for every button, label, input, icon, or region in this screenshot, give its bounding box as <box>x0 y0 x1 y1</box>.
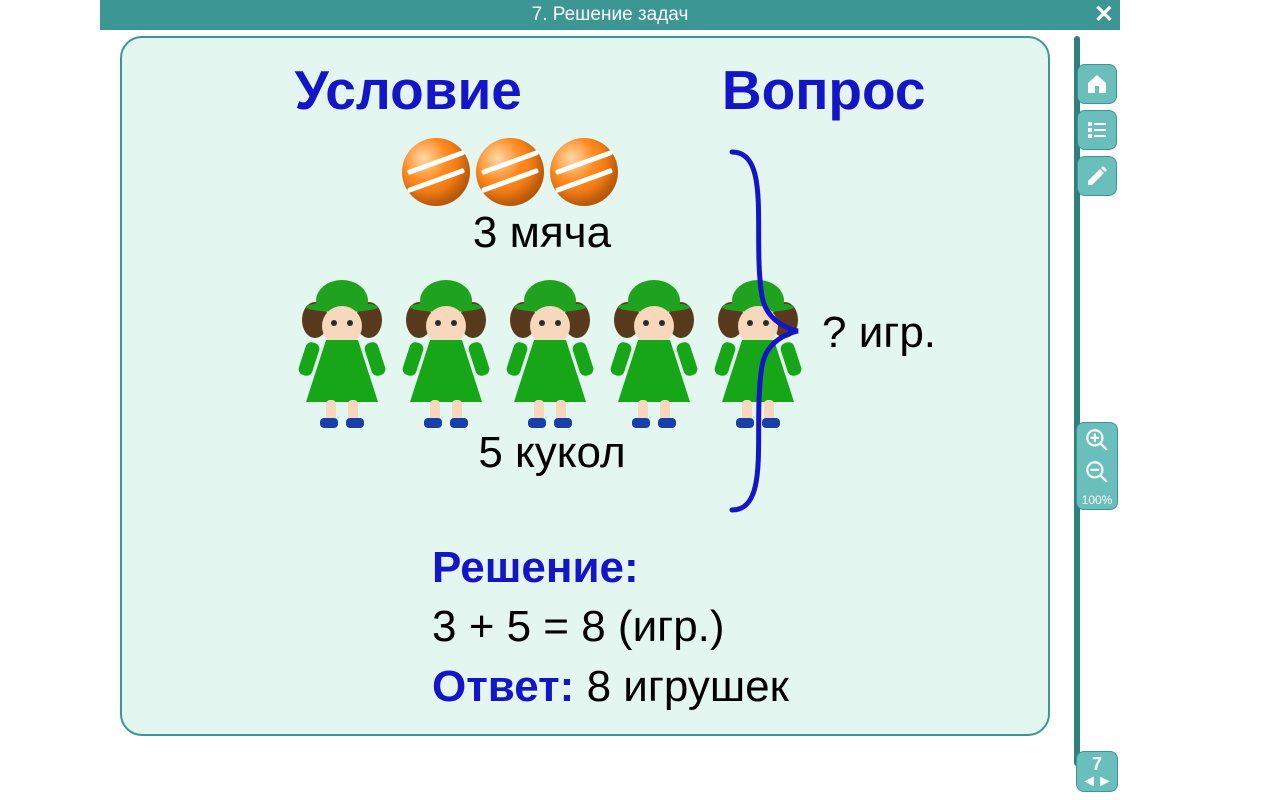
title-bar: 7. Решение задач ✕ <box>100 0 1120 30</box>
answer-label: Ответ: <box>432 662 574 711</box>
heading-question: Вопрос <box>722 58 926 122</box>
zoom-in-button[interactable] <box>1084 427 1110 459</box>
question-text: ? игр. <box>822 308 936 358</box>
doll-icon <box>292 276 392 426</box>
zoom-controls: 100% <box>1076 422 1118 510</box>
answer-value: 8 игрушек <box>587 662 789 711</box>
close-button[interactable]: ✕ <box>1094 2 1114 28</box>
doll-icon <box>396 276 496 426</box>
home-button[interactable] <box>1077 64 1117 104</box>
headings-row: Условие Вопрос <box>122 38 1048 122</box>
content-outer: Условие Вопрос 3 мяча 5 кукол ? игр. Реш… <box>100 30 1120 800</box>
title-text: 7. Решение задач <box>532 4 689 26</box>
next-page-button[interactable]: ► <box>1097 775 1113 789</box>
zoom-out-icon <box>1084 459 1110 485</box>
solution-block: Решение: 3 + 5 = 8 (игр.) Ответ: 8 игруш… <box>432 538 789 716</box>
home-icon <box>1085 72 1109 96</box>
solution-label: Решение: <box>432 543 639 592</box>
curly-brace-icon <box>722 146 802 516</box>
ball-icon <box>476 138 544 206</box>
ball-icon <box>550 138 618 206</box>
heading-condition: Условие <box>295 58 522 122</box>
zoom-in-icon <box>1084 427 1110 453</box>
zoom-percent: 100% <box>1082 493 1113 507</box>
content-card: Условие Вопрос 3 мяча 5 кукол ? игр. Реш… <box>120 36 1050 736</box>
prev-page-button[interactable]: ◄ <box>1081 775 1097 789</box>
solution-expression: 3 + 5 = 8 (игр.) <box>432 602 725 651</box>
list-button[interactable] <box>1077 110 1117 150</box>
zoom-out-button[interactable] <box>1084 459 1110 491</box>
sidebar <box>1074 64 1120 196</box>
doll-icon <box>500 276 600 426</box>
pencil-icon <box>1085 164 1109 188</box>
list-check-icon <box>1085 118 1109 142</box>
page-nav: 7 ◄ ► <box>1076 751 1118 792</box>
ball-icon <box>402 138 470 206</box>
page-number: 7 <box>1092 754 1102 775</box>
pencil-button[interactable] <box>1077 156 1117 196</box>
doll-icon <box>604 276 704 426</box>
app-frame: 7. Решение задач ✕ Условие Вопрос 3 мяча… <box>100 0 1120 800</box>
